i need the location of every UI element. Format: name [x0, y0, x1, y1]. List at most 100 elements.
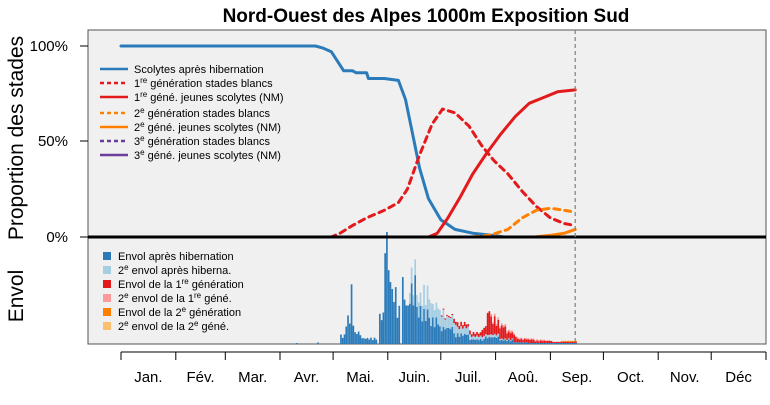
- flight-bar: [536, 340, 538, 343]
- flight-bar: [460, 321, 462, 327]
- flight-bar: [348, 323, 351, 344]
- flight-bar: [477, 340, 480, 344]
- flight-bar: [449, 329, 452, 344]
- flight-bar: [536, 339, 538, 341]
- flight-bar: [454, 337, 457, 344]
- legend-item: Envol après hibernation: [103, 251, 234, 263]
- flight-bar: [456, 326, 459, 334]
- flight-bar: [522, 338, 524, 340]
- legend-label: 2e envol de la 2e géné.: [118, 319, 229, 333]
- flight-bar: [317, 342, 319, 344]
- flight-bar: [433, 327, 436, 344]
- x-tick-label: Juil.: [455, 369, 482, 386]
- flight-bar: [410, 267, 413, 284]
- flight-bar: [504, 324, 507, 327]
- flight-bar: [476, 339, 478, 344]
- flight-bar: [444, 329, 447, 344]
- legend-label: 3e géné. jeunes scolytes (NM): [134, 148, 281, 162]
- flight-bar: [539, 339, 542, 341]
- flight-bar: [543, 339, 546, 341]
- flight-bar: [550, 343, 553, 344]
- flight-bar: [529, 343, 531, 344]
- flight-bar: [508, 338, 510, 340]
- flight-bar: [490, 316, 493, 335]
- legend-swatch: [103, 322, 111, 330]
- flight-bar: [435, 302, 438, 318]
- flight-bar: [437, 324, 439, 344]
- flight-bar: [548, 343, 551, 344]
- legend-swatch: [103, 280, 111, 288]
- flight-bar: [557, 341, 560, 343]
- flight-bar: [472, 335, 475, 340]
- flight-bar: [552, 343, 554, 344]
- flight-bar: [467, 334, 470, 344]
- flight-bar: [527, 343, 530, 344]
- legend-item: Envol de la 2e génération: [103, 305, 241, 319]
- flight-bar: [502, 327, 505, 340]
- flight-bar: [523, 337, 526, 339]
- flight-bar: [414, 275, 417, 344]
- flight-bar: [424, 320, 427, 344]
- flight-bar: [553, 343, 556, 344]
- legend-label: 1re génération stades blancs: [134, 76, 273, 90]
- flight-bar: [476, 331, 478, 336]
- legend-label: 2e envol de la 1re géné.: [118, 291, 232, 305]
- flight-bar: [440, 315, 443, 317]
- flight-bar: [495, 325, 498, 336]
- flight-bar: [488, 311, 491, 335]
- flight-bar: [497, 333, 500, 337]
- flight-bar: [515, 336, 517, 338]
- legend-label: 2e géné. jeunes scolytes (NM): [134, 120, 281, 134]
- flight-bar: [488, 336, 491, 344]
- flight-bar: [511, 330, 514, 333]
- flight-bar: [493, 333, 496, 337]
- flight-bar: [474, 336, 477, 340]
- flight-bar: [557, 343, 560, 344]
- legend-swatch: [103, 252, 111, 260]
- flight-bar: [566, 342, 568, 343]
- flight-bar: [410, 283, 413, 344]
- flight-bar: [386, 232, 388, 344]
- flight-bar: [423, 308, 425, 344]
- flight-bar: [416, 306, 418, 344]
- legend-label: Envol de la 1re génération: [118, 277, 244, 291]
- flight-bar: [490, 313, 493, 317]
- flight-bar: [340, 334, 342, 344]
- flight-bar: [439, 309, 441, 327]
- legend-label: 2e génération stades blancs: [134, 106, 270, 120]
- flight-bar: [573, 342, 576, 343]
- flight-bar: [504, 326, 507, 339]
- flight-bar: [513, 333, 515, 335]
- flight-bar: [366, 337, 369, 344]
- flight-bar: [575, 341, 577, 343]
- flight-bar: [447, 317, 450, 329]
- flight-bar: [561, 341, 563, 343]
- flight-bar: [485, 334, 487, 337]
- flight-bar: [460, 333, 462, 344]
- flight-bar: [442, 309, 445, 327]
- flight-bar: [474, 339, 477, 344]
- flight-bar: [522, 339, 524, 343]
- chart-title: Nord-Ouest des Alpes 1000m Exposition Su…: [223, 6, 630, 27]
- flight-bar: [469, 334, 471, 340]
- flight-bar: [522, 342, 524, 344]
- y-axis-label-bottom: Envol: [5, 270, 28, 323]
- flight-bar: [449, 318, 452, 330]
- flight-bar: [442, 326, 445, 344]
- flight-bar: [437, 308, 439, 325]
- flight-bar: [453, 318, 455, 324]
- flight-bar: [534, 343, 537, 344]
- flight-bar: [571, 341, 574, 343]
- flight-bar: [511, 339, 514, 344]
- flight-bar: [433, 310, 436, 328]
- flight-bar: [364, 338, 367, 344]
- flight-bar: [492, 337, 494, 344]
- legend-label: Envol après hibernation: [118, 251, 234, 263]
- flight-bar: [440, 316, 443, 332]
- flight-bar: [493, 336, 496, 344]
- flight-bar: [559, 343, 561, 344]
- flight-bar: [458, 336, 461, 344]
- flight-bar: [569, 342, 572, 343]
- x-tick-label: Aoû.: [508, 369, 539, 386]
- flight-bar: [530, 338, 533, 340]
